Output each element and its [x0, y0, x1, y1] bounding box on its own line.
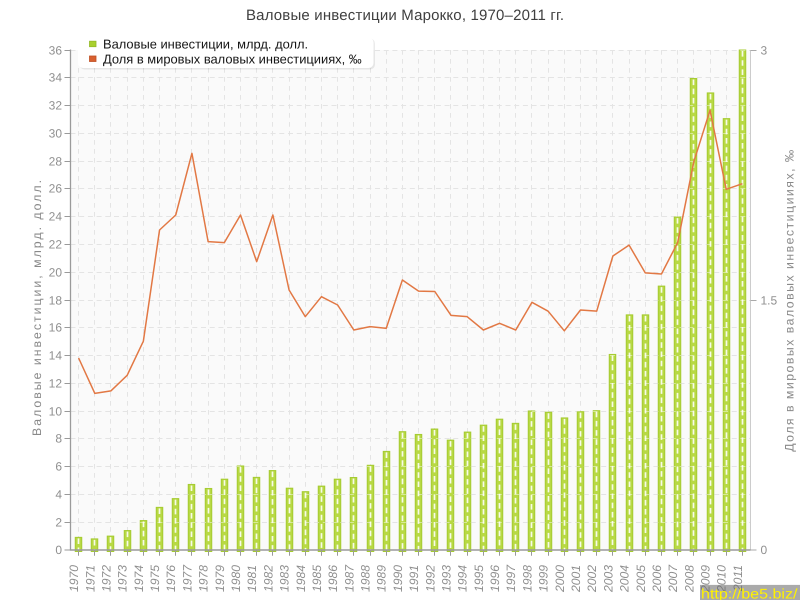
svg-text:10: 10 [49, 405, 63, 419]
svg-text:1981: 1981 [245, 565, 259, 592]
svg-text:1996: 1996 [488, 565, 502, 592]
svg-text:1995: 1995 [472, 565, 486, 592]
svg-text:26: 26 [49, 182, 63, 196]
svg-text:0: 0 [761, 543, 768, 557]
svg-text:1990: 1990 [391, 565, 405, 592]
svg-text:1989: 1989 [375, 565, 389, 592]
svg-text:32: 32 [49, 99, 63, 113]
svg-text:1987: 1987 [342, 564, 356, 592]
svg-text:Доля в мировых валовых инвести: Доля в мировых валовых инвестицииях, ‰ [782, 150, 796, 452]
svg-text:1.5: 1.5 [761, 294, 778, 308]
svg-text:Доля в мировых валовых инвести: Доля в мировых валовых инвестицииях, ‰ [103, 52, 362, 67]
svg-text:1999: 1999 [537, 565, 551, 592]
svg-text:34: 34 [49, 71, 63, 85]
svg-text:1979: 1979 [213, 565, 227, 592]
svg-text:2006: 2006 [650, 565, 664, 593]
svg-text:2007: 2007 [666, 564, 680, 593]
svg-text:2008: 2008 [682, 565, 696, 593]
svg-text:16: 16 [49, 321, 63, 335]
svg-text:36: 36 [49, 44, 63, 58]
svg-text:http://be5.biz/: http://be5.biz/ [701, 586, 798, 600]
svg-text:22: 22 [49, 238, 63, 252]
svg-text:8: 8 [55, 432, 62, 446]
svg-text:1983: 1983 [278, 565, 292, 592]
svg-text:2004: 2004 [618, 565, 632, 593]
svg-text:1977: 1977 [180, 564, 194, 592]
svg-text:20: 20 [49, 266, 63, 280]
svg-text:Валовые инвестиции, млрд. долл: Валовые инвестиции, млрд. долл. [103, 37, 308, 52]
svg-text:2001: 2001 [569, 565, 583, 593]
svg-text:1982: 1982 [261, 565, 275, 592]
svg-text:2: 2 [55, 516, 62, 530]
svg-text:14: 14 [49, 349, 63, 363]
svg-text:1994: 1994 [456, 565, 470, 592]
svg-text:1986: 1986 [326, 565, 340, 592]
svg-text:1980: 1980 [229, 565, 243, 592]
svg-text:2003: 2003 [601, 565, 615, 593]
svg-text:2002: 2002 [585, 565, 599, 593]
svg-text:28: 28 [49, 155, 63, 169]
svg-text:1991: 1991 [407, 565, 421, 592]
svg-text:1993: 1993 [439, 565, 453, 592]
svg-text:1998: 1998 [520, 565, 534, 592]
svg-text:1988: 1988 [359, 565, 373, 592]
svg-text:1973: 1973 [116, 565, 130, 592]
svg-text:1971: 1971 [83, 565, 97, 592]
svg-text:1978: 1978 [197, 565, 211, 592]
svg-text:2000: 2000 [553, 565, 567, 593]
svg-text:1984: 1984 [294, 565, 308, 592]
svg-text:1985: 1985 [310, 565, 324, 592]
svg-text:Валовые инвестиции, млрд. долл: Валовые инвестиции, млрд. долл. [30, 180, 44, 436]
svg-text:1976: 1976 [164, 565, 178, 592]
svg-text:1997: 1997 [504, 564, 518, 592]
svg-text:6: 6 [55, 460, 62, 474]
svg-text:30: 30 [49, 127, 63, 141]
svg-text:1992: 1992 [423, 565, 437, 592]
svg-text:1972: 1972 [99, 565, 113, 592]
svg-text:18: 18 [49, 294, 63, 308]
svg-text:1974: 1974 [132, 565, 146, 592]
svg-text:1970: 1970 [67, 565, 81, 592]
svg-text:Валовые инвестиции Марокко, 19: Валовые инвестиции Марокко, 1970–2011 гг… [246, 7, 564, 24]
svg-text:0: 0 [55, 543, 62, 557]
svg-text:1975: 1975 [148, 565, 162, 592]
svg-text:2005: 2005 [634, 565, 648, 593]
svg-text:24: 24 [49, 210, 63, 224]
svg-text:12: 12 [49, 377, 63, 391]
svg-text:4: 4 [55, 488, 62, 502]
svg-text:3: 3 [761, 44, 768, 58]
